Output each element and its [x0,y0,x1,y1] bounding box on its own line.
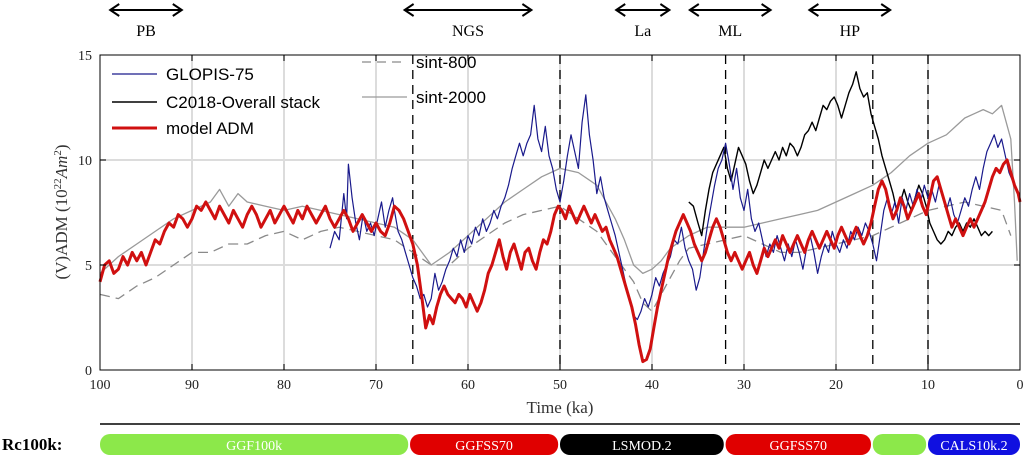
rc-bar-segment [725,434,871,455]
event-arrow: HP [807,3,893,40]
x-tick-label: 10 [921,378,935,393]
event-label: La [634,23,651,40]
event-arrow-head-right [761,3,773,17]
x-tick-label: 0 [1017,378,1024,393]
legend-label: C2018-Overall stack [166,93,321,112]
series-line-glopis-75 [329,94,1014,321]
rc-model-bar: GGF100k GGFSS70 LSMOD.2 GGFSS70 CALS10k.2 [100,434,1020,455]
series-lines [98,71,1022,364]
x-tick-label: 90 [185,378,199,393]
rc-bar-label: Rc100k: [2,435,62,454]
event-arrow: ML [687,3,773,40]
rc-bar-segment [928,434,1020,455]
event-arrows: PB NGS La ML HP [108,3,893,40]
event-arrow: PB [108,3,184,40]
rc-bar-segment-label: GGFSS70 [769,439,827,454]
x-tick-label: 80 [277,378,291,393]
legend-label: sint-800 [416,53,476,72]
rc-bar-segment [560,434,724,455]
y-tick-label: 0 [85,364,92,379]
series-line-model-adm [98,158,1022,364]
event-arrow: NGS [402,3,534,40]
series-line-c2018-overall-stack [688,71,993,245]
legend-label: sint-2000 [416,88,486,107]
legend: GLOPIS-75 C2018-Overall stack model ADM sin… [112,53,486,138]
event-arrow-head-right [880,3,893,17]
legend-label: model ADM [166,119,254,138]
y-tick-label: 5 [85,259,92,274]
event-arrow-head-right [521,3,534,17]
y-axis-label: (V)ADM (1022Am2) [52,144,71,279]
rc-bar-segment [410,434,559,455]
x-tick-label: 100 [90,378,111,393]
event-arrow-head-left [807,3,819,17]
event-arrow-head-right [172,3,184,17]
x-tick-label: 70 [369,378,383,393]
event-arrow: La [614,3,672,40]
event-arrow-head-left [687,3,700,17]
event-arrow-head-left [402,3,415,17]
x-tick-label: 40 [645,378,659,393]
y-tick-label: 10 [78,154,92,169]
x-tick-label: 60 [461,378,475,393]
x-tick-label: 20 [829,378,843,393]
y-tick-label: 15 [78,49,92,64]
rc-bar-segment-label: CALS10k.2 [940,439,1007,454]
x-tick-label: 50 [553,378,567,393]
event-arrow-head-right [659,3,672,17]
legend-label: GLOPIS-75 [166,65,254,84]
event-label: HP [840,23,861,40]
event-label: PB [136,23,156,40]
rc-bar-segment-label: GGF100k [226,439,282,454]
rc-bar-segment [100,434,409,455]
series-line-sint-800 [99,201,1012,312]
event-label: ML [718,23,742,40]
rc-bar-segment-label: GGFSS70 [455,439,513,454]
event-label: NGS [452,23,484,40]
rc-bar-segment-label: LSMOD.2 [612,439,672,454]
event-arrow-head-left [108,3,120,17]
rc-bar-segment [872,434,927,455]
x-axis-label: Time (ka) [527,398,594,417]
event-lines [412,55,929,370]
x-tick-label: 30 [737,378,751,393]
event-arrow-head-left [614,3,626,17]
